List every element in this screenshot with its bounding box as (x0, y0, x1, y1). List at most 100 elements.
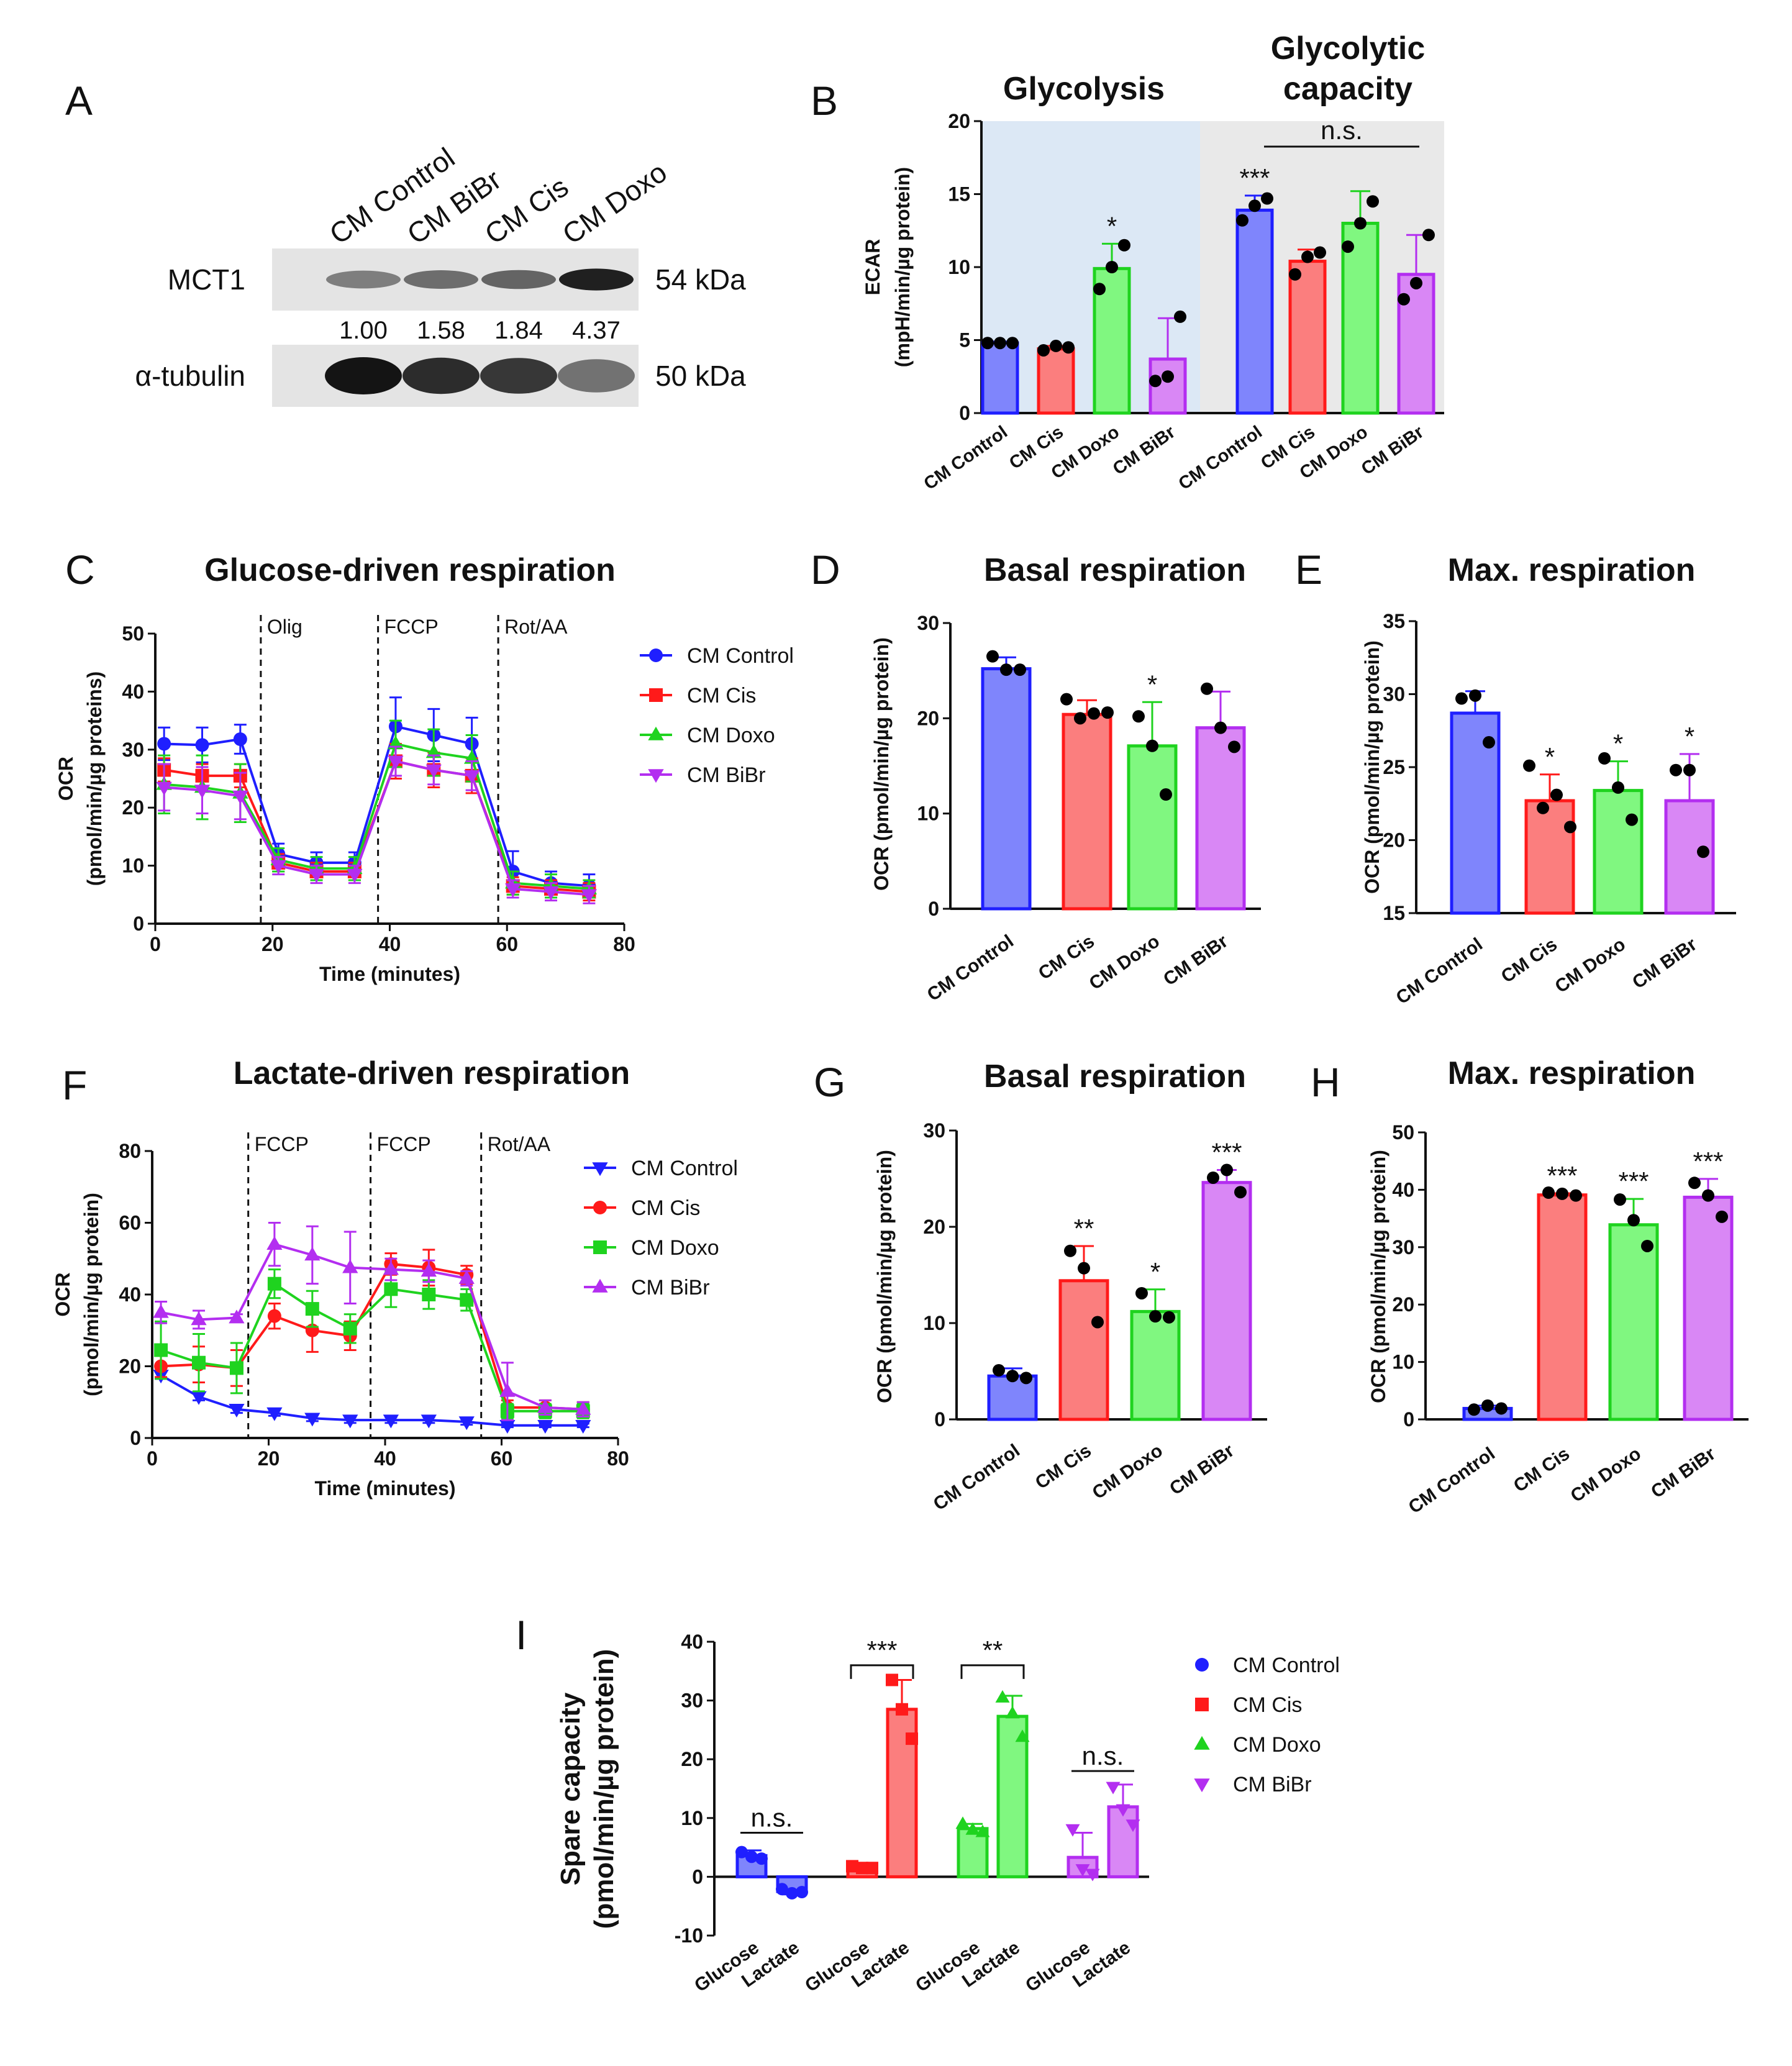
legend-marker (592, 1162, 608, 1176)
bracket-label: *** (866, 1636, 897, 1665)
category-label: CM BiBr (1358, 422, 1427, 480)
legend-marker (648, 726, 664, 740)
lane-label: CM Doxo (557, 156, 673, 251)
data-point (1614, 1193, 1626, 1206)
legend-marker (593, 1201, 607, 1214)
data-point (1236, 214, 1248, 227)
data-point (1118, 239, 1130, 252)
data-point (1160, 788, 1172, 801)
densitometry-value: 1.58 (417, 317, 465, 344)
data-point (1556, 1187, 1568, 1200)
category-label: CM Control (924, 931, 1017, 1006)
data-point (460, 1293, 474, 1307)
y-tick-label: 10 (917, 803, 939, 825)
y-axis-label: OCR (pmol/min/µg protein) (873, 1150, 896, 1403)
data-point (1342, 240, 1354, 253)
series-line (160, 1242, 583, 1411)
x-tick-label: 60 (491, 1447, 513, 1470)
data-point (1523, 759, 1535, 772)
data-point (1064, 1244, 1076, 1257)
y-tick-label: 40 (119, 1283, 141, 1306)
y-tick-label: 0 (928, 898, 939, 920)
legend-marker (1194, 1778, 1210, 1793)
y-axis-label: Spare capacity (555, 1692, 586, 1885)
data-point (422, 1288, 436, 1301)
data-point (304, 1413, 321, 1427)
blot-band (325, 357, 402, 394)
significance-label: * (1545, 742, 1555, 771)
data-point (1214, 721, 1227, 734)
y-tick-label: 20 (681, 1748, 703, 1770)
y-tick-label: 20 (119, 1355, 141, 1378)
legend-label: CM Doxo (1233, 1733, 1321, 1757)
data-point (846, 1860, 858, 1873)
significance-label: * (1613, 729, 1623, 758)
data-point (1006, 1370, 1019, 1383)
bar (1235, 208, 1274, 415)
chart-title: Basal respiration (984, 1058, 1246, 1094)
category-label: CM Control (1393, 934, 1486, 1009)
data-point (995, 1690, 1010, 1703)
y-tick-label: 0 (692, 1865, 703, 1888)
data-point (581, 889, 598, 903)
y-tick-label: 10 (122, 855, 144, 877)
data-point (1135, 1286, 1148, 1299)
y-tick-label: 30 (917, 612, 939, 634)
y-tick-label: 0 (133, 912, 144, 935)
y-axis-label: OCR (pmol/min/µg protein) (1361, 640, 1383, 894)
data-point (1163, 1311, 1175, 1324)
significance-label: ** (1074, 1214, 1094, 1243)
legend-marker (593, 1240, 607, 1254)
panel-label: D (811, 547, 840, 593)
y-tick-label: 20 (1392, 1293, 1414, 1316)
significance-label: *** (1693, 1147, 1723, 1176)
y-tick-label: 10 (948, 256, 970, 278)
bar (1341, 222, 1380, 415)
data-point (267, 1309, 281, 1323)
legend-marker (592, 1278, 608, 1293)
series-line (163, 760, 589, 893)
data-point (1570, 1189, 1582, 1202)
y-axis-label: OCR (pmol/min/µg protein) (1367, 1150, 1389, 1403)
data-point (975, 1824, 990, 1837)
data-point (421, 1414, 437, 1429)
y-tick-label: 10 (1392, 1351, 1414, 1373)
chart-title: Max. respiration (1448, 1055, 1696, 1091)
data-point (776, 1883, 788, 1896)
legend-label: CM Cis (1233, 1693, 1302, 1717)
data-point (1398, 293, 1410, 306)
y-tick-label: 80 (119, 1140, 141, 1162)
significance-label: * (1147, 670, 1157, 699)
bracket-label: n.s. (1321, 116, 1363, 145)
category-label: CM Control (1175, 422, 1266, 494)
data-point (270, 860, 286, 874)
data-point (458, 1270, 475, 1284)
data-point (388, 755, 404, 770)
category-label: CM Doxo (1552, 934, 1629, 998)
data-point (229, 1404, 245, 1418)
y-tick-label: 20 (1383, 829, 1405, 852)
data-point (458, 1416, 475, 1431)
bar (1593, 789, 1644, 915)
data-point (1005, 1706, 1020, 1719)
legend-label: CM Control (687, 644, 794, 668)
significance-bracket (850, 1664, 914, 1679)
data-point (986, 650, 999, 663)
y-tick-label: 20 (122, 796, 144, 819)
y-tick-label: 30 (681, 1690, 703, 1712)
bracket-label: ** (983, 1636, 1003, 1665)
data-point (192, 1355, 206, 1370)
data-point (1106, 261, 1118, 273)
y-tick-label: 30 (1383, 683, 1405, 706)
data-point (735, 1845, 748, 1859)
y-tick-label: 60 (119, 1212, 141, 1234)
data-point (1422, 229, 1435, 242)
blot-band (558, 359, 635, 393)
series-line (164, 725, 589, 888)
data-point (1149, 375, 1162, 388)
legend-marker (1195, 1698, 1209, 1711)
bar (996, 1714, 1029, 1878)
data-point (543, 886, 559, 900)
data-point (1093, 283, 1106, 296)
